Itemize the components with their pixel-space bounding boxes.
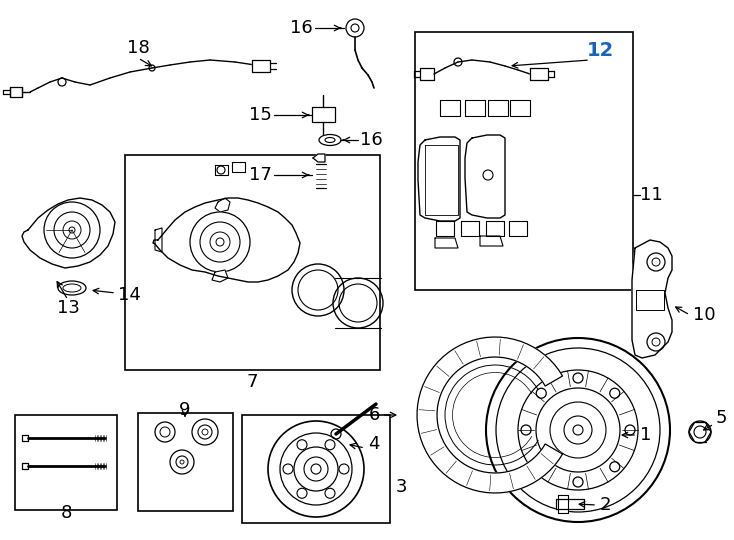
Polygon shape	[417, 337, 562, 493]
Polygon shape	[480, 236, 503, 246]
Bar	[242, 415, 390, 523]
Polygon shape	[530, 68, 548, 80]
Text: 17: 17	[249, 166, 272, 184]
Text: 6: 6	[368, 406, 380, 424]
Polygon shape	[440, 100, 460, 116]
Polygon shape	[436, 221, 454, 236]
Polygon shape	[556, 499, 584, 509]
Text: 8: 8	[60, 504, 72, 522]
Polygon shape	[510, 100, 530, 116]
Polygon shape	[155, 228, 162, 252]
Polygon shape	[313, 154, 325, 162]
Text: 10: 10	[693, 306, 716, 324]
Polygon shape	[488, 100, 508, 116]
Text: 14: 14	[118, 286, 141, 304]
Polygon shape	[215, 165, 228, 175]
Polygon shape	[420, 68, 434, 80]
Polygon shape	[435, 238, 458, 248]
Text: 13: 13	[57, 299, 79, 317]
Text: 7: 7	[246, 373, 258, 391]
Polygon shape	[465, 100, 485, 116]
Polygon shape	[212, 270, 228, 282]
Polygon shape	[252, 60, 270, 72]
Text: 5: 5	[716, 409, 727, 427]
Bar	[125, 155, 380, 370]
Text: 9: 9	[179, 401, 191, 419]
Text: 15: 15	[249, 106, 272, 124]
Polygon shape	[22, 463, 28, 469]
Text: 3: 3	[396, 478, 407, 496]
Text: 4: 4	[368, 435, 379, 453]
Bar	[15, 415, 117, 510]
Bar	[415, 32, 633, 290]
Polygon shape	[10, 87, 22, 97]
Text: 1: 1	[640, 426, 651, 444]
Bar	[138, 413, 233, 511]
Text: 16: 16	[360, 131, 382, 149]
Text: 16: 16	[290, 19, 313, 37]
Polygon shape	[232, 162, 245, 172]
Text: 18: 18	[127, 39, 150, 57]
Polygon shape	[22, 198, 115, 268]
Polygon shape	[558, 495, 568, 513]
Polygon shape	[465, 135, 505, 218]
Text: 11: 11	[640, 186, 663, 204]
Polygon shape	[22, 435, 28, 441]
Polygon shape	[461, 221, 479, 236]
Polygon shape	[312, 107, 335, 122]
Polygon shape	[509, 221, 527, 236]
Polygon shape	[215, 198, 230, 212]
Polygon shape	[486, 221, 504, 236]
Text: 12: 12	[586, 40, 614, 59]
Polygon shape	[632, 240, 672, 358]
Polygon shape	[153, 198, 300, 282]
Polygon shape	[418, 137, 460, 221]
Text: 2: 2	[600, 496, 611, 514]
